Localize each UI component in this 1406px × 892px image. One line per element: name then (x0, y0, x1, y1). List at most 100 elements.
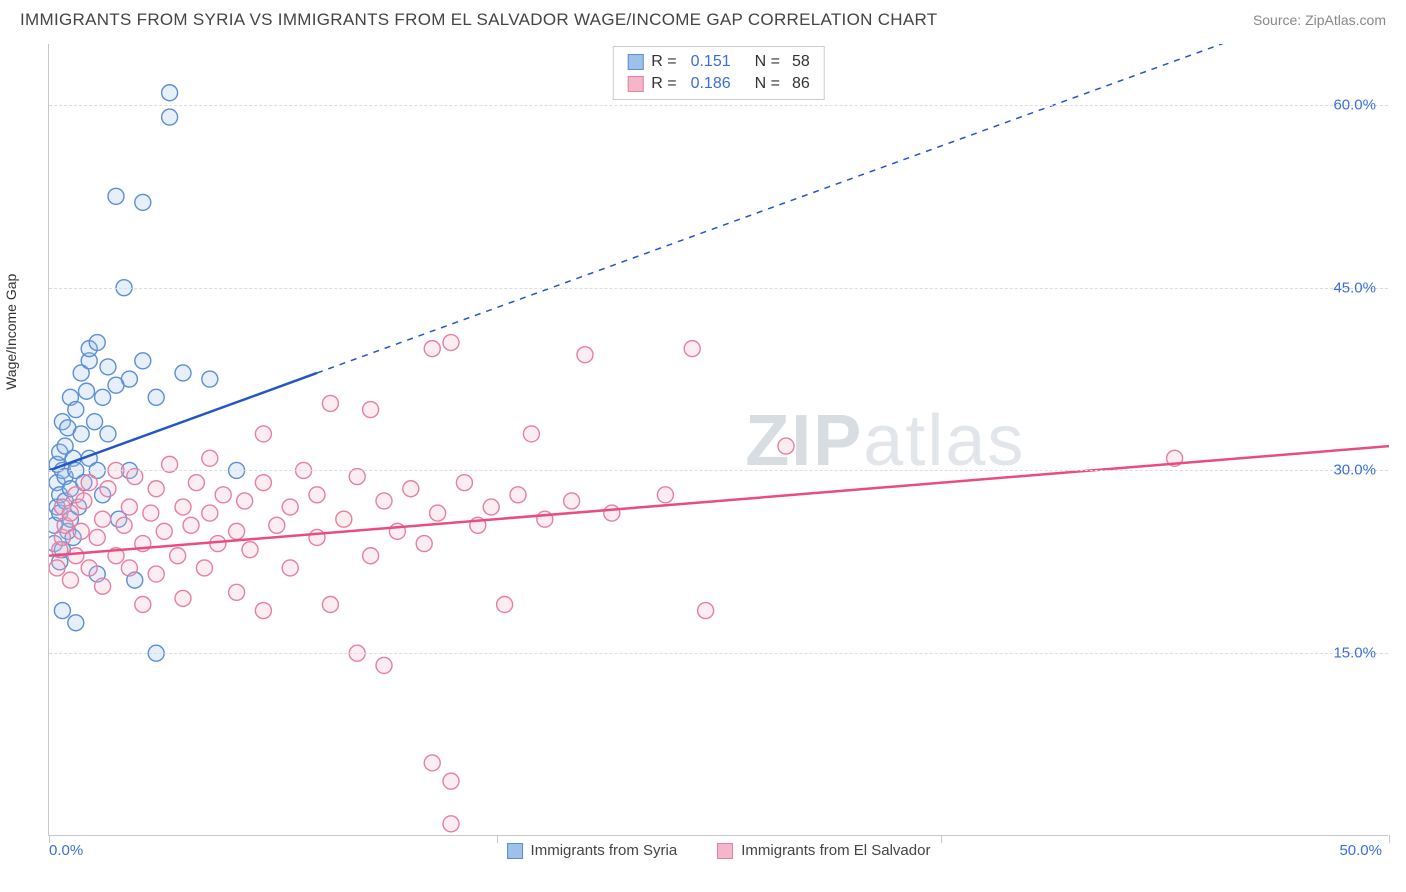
data-point (87, 414, 103, 430)
chart-container: Wage/Income Gap ZIPatlas R =0.151N =58R … (48, 44, 1388, 836)
trend-line-dashed (317, 44, 1389, 373)
r-value: 0.186 (691, 75, 731, 93)
data-point (73, 426, 89, 442)
gridline-h (49, 653, 1388, 654)
data-point (121, 499, 137, 515)
data-point (162, 85, 178, 101)
y-tick-label: 15.0% (1333, 645, 1376, 662)
data-point (255, 475, 271, 491)
data-point (148, 389, 164, 405)
data-point (403, 481, 419, 497)
data-point (510, 487, 526, 503)
data-point (135, 353, 151, 369)
legend-swatch (717, 843, 733, 859)
data-point (148, 481, 164, 497)
legend-swatch (627, 76, 643, 92)
header: IMMIGRANTS FROM SYRIA VS IMMIGRANTS FROM… (0, 0, 1406, 34)
data-point (255, 603, 271, 619)
data-point (564, 493, 580, 509)
data-point (81, 475, 97, 491)
data-point (95, 389, 111, 405)
data-point (68, 548, 84, 564)
data-point (363, 402, 379, 418)
data-point (121, 560, 137, 576)
data-point (416, 536, 432, 552)
data-point (443, 335, 459, 351)
plot-area: Wage/Income Gap ZIPatlas R =0.151N =58R … (48, 44, 1388, 836)
legend-item: Immigrants from El Salvador (717, 842, 930, 859)
data-point (175, 590, 191, 606)
data-point (424, 755, 440, 771)
data-point (229, 523, 245, 539)
data-point (100, 481, 116, 497)
data-point (100, 426, 116, 442)
data-point (657, 487, 673, 503)
data-point (443, 816, 459, 832)
data-point (76, 493, 92, 509)
data-point (68, 615, 84, 631)
data-point (188, 475, 204, 491)
data-point (229, 584, 245, 600)
data-point (237, 493, 253, 509)
data-point (376, 493, 392, 509)
y-tick-label: 30.0% (1333, 462, 1376, 479)
y-tick-label: 45.0% (1333, 279, 1376, 296)
r-label: R = (651, 75, 676, 93)
source-attribution: Source: ZipAtlas.com (1253, 12, 1386, 28)
data-point (282, 560, 298, 576)
data-point (269, 517, 285, 533)
legend-item: Immigrants from Syria (507, 842, 678, 859)
data-point (577, 347, 593, 363)
data-point (81, 560, 97, 576)
data-point (202, 371, 218, 387)
data-point (62, 572, 78, 588)
data-point (443, 773, 459, 789)
data-point (309, 529, 325, 545)
data-point (456, 475, 472, 491)
data-point (363, 548, 379, 564)
data-point (162, 109, 178, 125)
data-point (116, 517, 132, 533)
data-point (202, 450, 218, 466)
data-point (322, 596, 338, 612)
data-point (135, 596, 151, 612)
data-point (684, 341, 700, 357)
data-point (79, 383, 95, 399)
data-point (376, 657, 392, 673)
data-point (73, 523, 89, 539)
n-value: 86 (792, 75, 810, 93)
data-point (121, 371, 137, 387)
data-point (202, 505, 218, 521)
data-point (175, 499, 191, 515)
data-point (89, 335, 105, 351)
data-point (322, 395, 338, 411)
data-point (483, 499, 499, 515)
legend-swatch (507, 843, 523, 859)
data-point (698, 603, 714, 619)
data-point (497, 596, 513, 612)
data-point (170, 548, 186, 564)
n-label: N = (755, 53, 780, 71)
data-point (62, 505, 78, 521)
x-tick (941, 835, 942, 843)
x-axis-min-label: 0.0% (49, 842, 83, 859)
data-point (68, 402, 84, 418)
legend-correlation-box: R =0.151N =58R =0.186N =86 (612, 46, 825, 100)
legend-label: Immigrants from El Salvador (741, 842, 930, 859)
y-tick-label: 60.0% (1333, 96, 1376, 113)
data-point (175, 365, 191, 381)
n-label: N = (755, 75, 780, 93)
gridline-h (49, 105, 1388, 106)
data-point (89, 529, 105, 545)
data-point (49, 560, 65, 576)
data-point (778, 438, 794, 454)
x-axis-max-label: 50.0% (1339, 842, 1382, 859)
x-tick (49, 835, 50, 843)
legend-correlation-row: R =0.151N =58 (627, 51, 810, 73)
data-point (215, 487, 231, 503)
legend-swatch (627, 54, 643, 70)
data-point (135, 194, 151, 210)
data-point (604, 505, 620, 521)
gridline-h (49, 470, 1388, 471)
r-label: R = (651, 53, 676, 71)
